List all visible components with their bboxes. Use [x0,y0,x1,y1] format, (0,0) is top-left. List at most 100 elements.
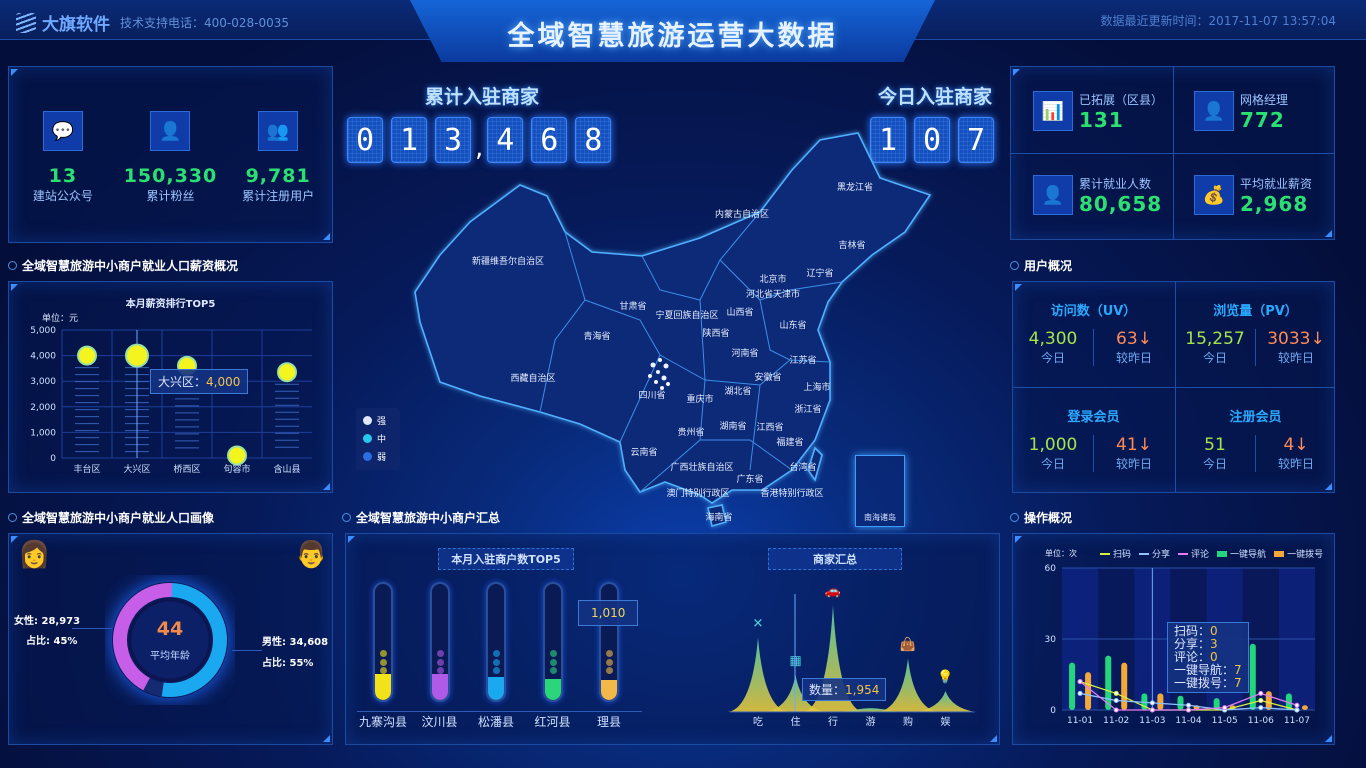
tube-bar[interactable] [486,582,506,702]
fork-knife-icon: ✕ [753,616,764,631]
tube-bar[interactable] [429,582,450,702]
province-label[interactable]: 湖南省 [719,422,747,432]
province-label[interactable]: 陕西省 [702,329,730,339]
digit: 1 [870,117,906,163]
operations-tooltip: 扫码：0 分享：3 评论：0 一键导航：7 一键拨号：7 [1167,622,1249,693]
x-tick-label: 购 [903,715,913,728]
male-count: 男性: 34,608 [262,637,329,648]
tube-label: 红河县 [534,715,571,729]
gender-donut[interactable] [105,575,235,705]
legend-item[interactable]: 分享 [1139,547,1170,560]
metric-sublabel: 较昨日 [1277,457,1314,471]
stat-label: 累计粉丝 [146,189,195,203]
salary-unit: 单位：元 [42,314,79,324]
digit: 0 [914,117,950,163]
digit-separator: , [475,133,484,163]
stat-3: 💰 平均就业薪资 2,968 [1194,175,1312,216]
line-point [1294,702,1300,708]
province-label[interactable]: 四川省 [638,391,666,401]
legend-item[interactable]: 弱 [363,450,393,463]
update-time: 数据最近更新时间：2017-11-07 13:57:04 [1100,14,1336,28]
line-point [1294,707,1300,713]
operations-legend: 扫码 分享 评论 一键导航 一键拨号 [1100,547,1323,560]
bar-一键拨号 [1121,662,1128,710]
legend-item[interactable]: 一键拨号 [1274,547,1323,560]
province-label[interactable]: 新疆维吾尔自治区 [471,257,545,267]
tubes-tooltip: 1,010 [578,600,639,626]
china-map[interactable] [400,120,960,540]
stat-value: 13 [48,165,78,187]
province-label[interactable]: 贵州省 [677,428,705,438]
province-label[interactable]: 云南省 [630,448,658,458]
province-label[interactable]: 浙江省 [794,405,822,415]
stat-0: 💬 13 建站公众号 [13,111,113,204]
province-label[interactable]: 上海市 [803,383,831,393]
province-label[interactable]: 北京市 [759,275,787,285]
province-label[interactable]: 山西省 [726,308,754,318]
today-value: 4,300 [1028,329,1078,349]
legend-item[interactable]: 中 [363,432,393,445]
province-label[interactable]: 澳门特别行政区 [666,489,730,499]
province-label[interactable]: 甘肃省 [619,302,647,312]
legend-dot-icon [363,434,372,443]
province-label[interactable]: 青海省 [583,332,611,342]
users-icon: 👥 [258,111,299,151]
summary-chart[interactable]: ✕吃▦住🚗行游👜购💡娱 [0,0,1005,768]
province-label[interactable]: 香港特别行政区 [760,489,824,499]
tube-bar[interactable] [373,582,393,702]
province-label[interactable]: 西藏自治区 [510,374,556,384]
summary-peak [803,605,863,712]
metric-title: 浏览量（PV） [1213,304,1298,319]
x-tick-label: 11-04 [1175,716,1201,726]
province-label[interactable]: 湖北省 [724,387,752,397]
metric-title: 注册会员 [1229,410,1282,425]
province-label[interactable]: 宁夏回族自治区 [655,311,719,321]
province-label[interactable]: 重庆市 [686,395,714,405]
taiwan-outline [807,446,823,482]
tube-label: 九寨沟县 [358,715,407,729]
x-tick-label: 桥西区 [173,463,200,475]
salary-point [277,362,297,383]
province-label[interactable]: 内蒙古自治区 [714,210,770,220]
stat-value: 131 [1079,108,1124,132]
stat-0: 📊 已拓展（区县） 131 [1033,91,1163,132]
female-count: 女性: 28,973 [14,616,81,627]
province-label[interactable]: 江西省 [756,423,784,433]
x-tick-label: 11-01 [1067,716,1093,726]
province-label[interactable]: 辽宁省 [806,269,834,279]
legend-item[interactable]: 强 [363,414,393,427]
metric-sublabel: 今日 [1202,351,1227,365]
stat-value: 80,658 [1079,192,1163,216]
province-label[interactable]: 台湾省 [789,463,817,473]
user-metric-block: 浏览量（PV） 15,257 今日 3033↓ 较昨日 [1175,282,1336,387]
province-label[interactable]: 海南省 [705,513,733,523]
gear-icon [8,261,17,270]
gear-icon [1010,261,1019,270]
line-point [1258,690,1264,696]
portrait-section-title: 全域智慧旅游中小商户就业人口画像 [8,509,214,526]
merchant-dots [648,358,670,390]
province-label[interactable]: 广东省 [736,475,764,485]
line-point [1258,698,1264,704]
province-label[interactable]: 山东省 [779,321,807,331]
province-label[interactable]: 江苏省 [789,356,817,366]
province-label[interactable]: 河北省天津市 [745,290,801,300]
average-age-label: 平均年龄 [150,651,190,662]
legend-item[interactable]: 评论 [1178,547,1209,560]
province-label[interactable]: 广西壮族自治区 [670,463,734,473]
stat-value: 2,968 [1240,192,1309,216]
bar-一键导航 [1213,698,1220,710]
province-label[interactable]: 吉林省 [838,241,866,251]
tube-bar[interactable] [542,582,563,702]
metric-sublabel: 较昨日 [1115,351,1152,365]
province-label[interactable]: 福建省 [776,438,804,448]
province-label[interactable]: 安徽省 [754,373,782,383]
tube-label: 理县 [596,715,621,729]
tube-fill [601,680,617,700]
salary-chart-title: 本月薪资排行TOP5 [125,299,216,310]
legend-item[interactable]: 扫码 [1100,547,1131,560]
province-label[interactable]: 黑龙江省 [836,183,874,193]
province-label[interactable]: 河南省 [731,349,759,359]
legend-item[interactable]: 一键导航 [1217,547,1266,560]
